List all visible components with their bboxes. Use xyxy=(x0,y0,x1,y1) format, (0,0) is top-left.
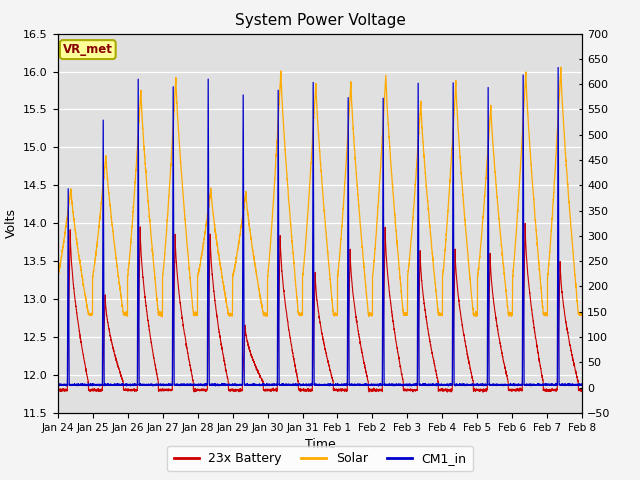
23x Battery xyxy=(528,307,536,312)
23x Battery xyxy=(255,371,262,376)
CM1_in xyxy=(382,382,390,388)
CM1_in xyxy=(255,382,262,388)
Solar xyxy=(255,285,262,291)
Line: CM1_in: CM1_in xyxy=(58,68,582,386)
23x Battery xyxy=(579,388,586,394)
Solar xyxy=(557,64,564,70)
CM1_in xyxy=(528,382,536,388)
Solar xyxy=(158,314,166,320)
CM1_in xyxy=(530,382,538,387)
Line: Solar: Solar xyxy=(58,67,582,317)
Solar xyxy=(116,288,124,294)
CM1_in xyxy=(399,383,406,389)
CM1_in xyxy=(116,382,124,387)
23x Battery xyxy=(54,386,61,392)
Solar xyxy=(382,80,390,86)
Solar xyxy=(54,274,61,279)
Solar xyxy=(551,175,559,181)
CM1_in xyxy=(554,65,562,71)
Solar xyxy=(528,169,536,175)
23x Battery xyxy=(551,387,559,393)
23x Battery xyxy=(382,249,390,254)
23x Battery xyxy=(479,389,487,395)
23x Battery xyxy=(116,371,124,377)
CM1_in xyxy=(551,382,559,388)
X-axis label: Time: Time xyxy=(305,438,335,451)
Solar xyxy=(530,200,538,206)
CM1_in xyxy=(54,382,61,387)
Title: System Power Voltage: System Power Voltage xyxy=(235,13,405,28)
Y-axis label: Volts: Volts xyxy=(4,208,17,238)
CM1_in xyxy=(579,382,586,388)
23x Battery xyxy=(531,325,538,331)
Legend: 23x Battery, Solar, CM1_in: 23x Battery, Solar, CM1_in xyxy=(167,446,473,471)
Line: 23x Battery: 23x Battery xyxy=(58,224,582,392)
Text: VR_met: VR_met xyxy=(63,43,113,56)
23x Battery xyxy=(522,221,529,227)
Solar xyxy=(579,311,586,316)
